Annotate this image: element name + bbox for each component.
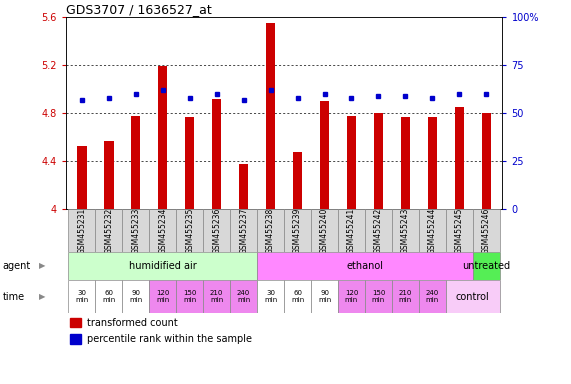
Bar — [338, 280, 365, 313]
Bar — [230, 280, 257, 313]
Text: GSM455243: GSM455243 — [401, 207, 410, 253]
Text: ethanol: ethanol — [347, 261, 384, 271]
Text: 90
min: 90 min — [318, 290, 331, 303]
Text: GSM455245: GSM455245 — [455, 207, 464, 253]
Text: 240
min: 240 min — [426, 290, 439, 303]
Bar — [338, 209, 365, 252]
Bar — [203, 209, 230, 252]
Bar — [446, 280, 500, 313]
Bar — [311, 209, 338, 252]
Text: time: time — [3, 291, 25, 302]
Bar — [69, 280, 95, 313]
Bar — [455, 107, 464, 209]
Text: GSM455244: GSM455244 — [428, 207, 437, 253]
Text: GSM455235: GSM455235 — [185, 207, 194, 253]
Text: control: control — [456, 291, 490, 302]
Bar — [149, 280, 176, 313]
Bar — [284, 209, 311, 252]
Text: GDS3707 / 1636527_at: GDS3707 / 1636527_at — [66, 3, 211, 16]
Bar — [401, 117, 410, 209]
Bar — [392, 209, 419, 252]
Bar — [122, 209, 149, 252]
Text: GSM455237: GSM455237 — [239, 207, 248, 253]
Text: GSM455246: GSM455246 — [482, 207, 491, 253]
Text: 210
min: 210 min — [399, 290, 412, 303]
Text: 120
min: 120 min — [156, 290, 170, 303]
Bar — [104, 141, 114, 209]
Text: untreated: untreated — [463, 261, 510, 271]
Text: 210
min: 210 min — [210, 290, 223, 303]
Bar — [311, 280, 338, 313]
Bar — [419, 280, 446, 313]
Bar — [149, 209, 176, 252]
Bar — [392, 280, 419, 313]
Bar — [95, 209, 122, 252]
Text: GSM455238: GSM455238 — [266, 207, 275, 253]
Bar — [293, 152, 302, 209]
Text: GSM455239: GSM455239 — [293, 207, 302, 253]
Bar — [212, 99, 222, 209]
Text: GSM455233: GSM455233 — [131, 207, 140, 253]
Bar — [69, 252, 257, 280]
Bar — [131, 116, 140, 209]
Text: 150
min: 150 min — [183, 290, 196, 303]
Bar — [185, 117, 194, 209]
Text: 120
min: 120 min — [345, 290, 358, 303]
Bar — [347, 116, 356, 209]
Text: GSM455232: GSM455232 — [104, 207, 113, 253]
Bar — [365, 209, 392, 252]
Bar — [176, 280, 203, 313]
Bar — [257, 252, 473, 280]
Text: humidified air: humidified air — [129, 261, 196, 271]
Bar — [203, 280, 230, 313]
Text: 30
min: 30 min — [75, 290, 89, 303]
Bar — [446, 209, 473, 252]
Text: agent: agent — [3, 261, 31, 271]
Bar — [230, 209, 257, 252]
Bar — [69, 209, 95, 252]
Bar — [428, 117, 437, 209]
Bar — [374, 113, 383, 209]
Bar — [95, 280, 122, 313]
Bar — [320, 101, 329, 209]
Bar — [176, 209, 203, 252]
Bar — [158, 66, 167, 209]
Bar — [77, 146, 87, 209]
Text: 150
min: 150 min — [372, 290, 385, 303]
Bar — [257, 209, 284, 252]
Text: GSM455231: GSM455231 — [77, 207, 86, 253]
Text: 60
min: 60 min — [102, 290, 115, 303]
Text: GSM455242: GSM455242 — [374, 207, 383, 253]
Text: 30
min: 30 min — [264, 290, 277, 303]
Bar — [70, 318, 81, 328]
Text: percentile rank within the sample: percentile rank within the sample — [87, 334, 252, 344]
Bar — [122, 280, 149, 313]
Text: ▶: ▶ — [39, 292, 45, 301]
Text: transformed count: transformed count — [87, 318, 178, 328]
Bar — [481, 113, 491, 209]
Bar — [419, 209, 446, 252]
Bar — [473, 209, 500, 252]
Bar — [257, 280, 284, 313]
Text: GSM455241: GSM455241 — [347, 207, 356, 253]
Bar — [365, 280, 392, 313]
Text: GSM455240: GSM455240 — [320, 207, 329, 253]
Bar — [473, 252, 500, 280]
Text: GSM455234: GSM455234 — [158, 207, 167, 253]
Bar — [284, 280, 311, 313]
Bar — [239, 164, 248, 209]
Text: 240
min: 240 min — [237, 290, 250, 303]
Bar — [266, 23, 275, 209]
Text: 90
min: 90 min — [129, 290, 142, 303]
Bar — [70, 334, 81, 344]
Text: ▶: ▶ — [39, 262, 45, 270]
Text: 60
min: 60 min — [291, 290, 304, 303]
Text: GSM455236: GSM455236 — [212, 207, 221, 253]
